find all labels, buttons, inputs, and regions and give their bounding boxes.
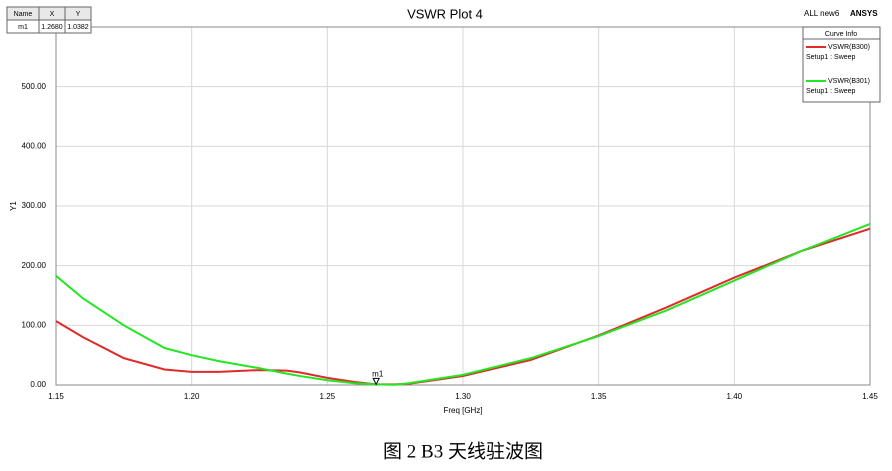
x-tick-label: 1.45: [862, 392, 878, 401]
y-tick-label: 300.00: [22, 201, 47, 210]
series-line: [55, 222, 871, 386]
x-tick-label: 1.40: [727, 392, 743, 401]
project-name: ALL new6: [804, 9, 840, 18]
chart-title: VSWR Plot 4: [407, 6, 483, 21]
table-header: Y: [76, 11, 81, 18]
legend-entry: VSWR(B301): [828, 78, 870, 85]
table-header: Name: [14, 11, 33, 18]
table-cell: 1.2680: [41, 24, 63, 31]
marker-point: [372, 377, 380, 386]
x-tick-label: 1.20: [184, 392, 200, 401]
x-tick-label: 1.35: [591, 392, 607, 401]
brand: ANSYS: [850, 9, 878, 18]
legend-title: Curve Info: [825, 31, 857, 38]
y-tick-label: 400.00: [22, 141, 47, 150]
table-cell: m1: [18, 24, 28, 31]
marker-label: m1: [372, 369, 384, 378]
y-tick-label: 500.00: [22, 82, 47, 91]
x-tick-label: 1.30: [455, 392, 471, 401]
y-tick-label: 100.00: [22, 320, 47, 329]
x-axis-label: Freq [GHz]: [443, 406, 482, 415]
series-line: [55, 227, 871, 386]
y-tick-label: 200.00: [22, 261, 47, 270]
legend-setup: Setup1 : Sweep: [806, 88, 856, 95]
table-header: X: [50, 11, 55, 18]
y-tick-label: 0.00: [30, 380, 46, 389]
caption: 图 2 B3 天线驻波图: [383, 440, 543, 462]
x-tick-label: 1.25: [320, 392, 336, 401]
x-tick-label: 1.15: [48, 392, 64, 401]
legend-setup: Setup1 : Sweep: [806, 54, 856, 61]
marker-table-header: [6, 6, 92, 21]
table-cell: 1.0382: [67, 24, 89, 31]
y-axis-label: Y1: [9, 201, 18, 211]
legend-entry: VSWR(B300): [828, 44, 870, 51]
plot-border: [55, 26, 871, 386]
